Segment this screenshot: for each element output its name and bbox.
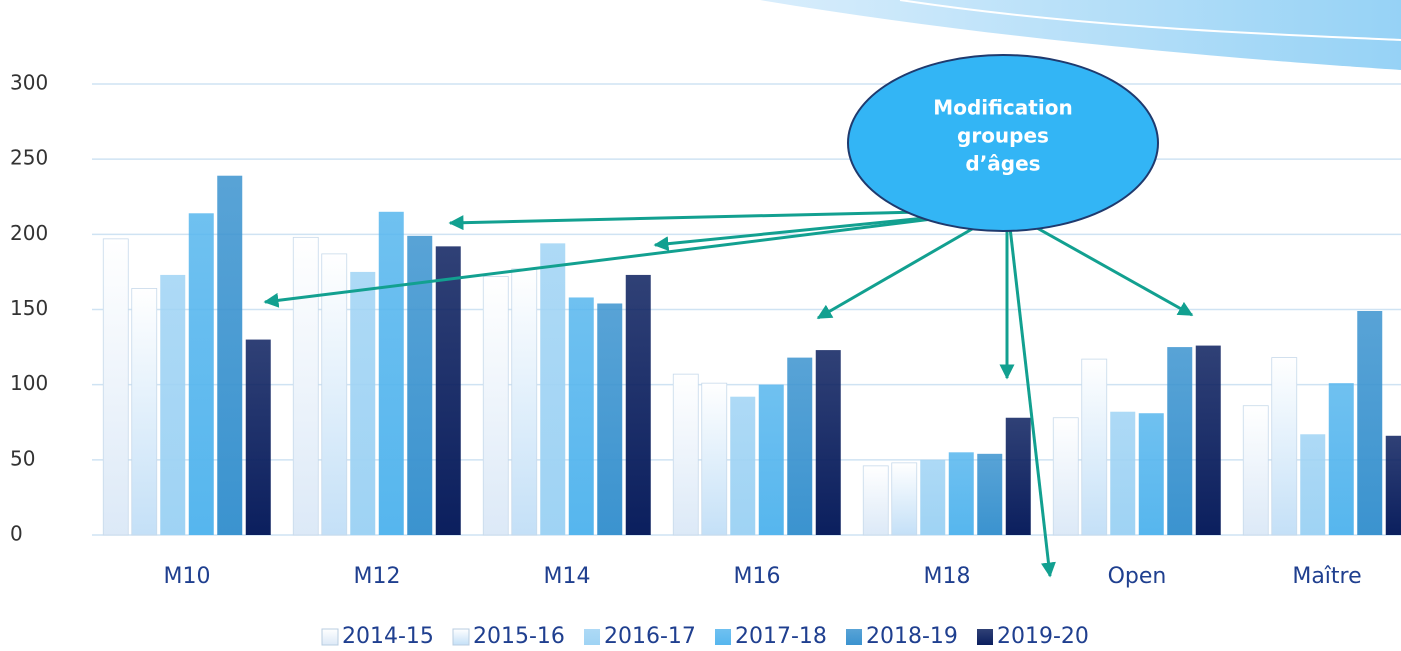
bar (188, 213, 214, 535)
y-tick-label: 200 (10, 221, 48, 245)
legend-swatch (846, 629, 862, 645)
bar (1242, 405, 1269, 536)
x-tick-label: Maître (1292, 564, 1361, 589)
bar (245, 339, 271, 535)
x-tick-label: M16 (734, 564, 781, 589)
bar (321, 253, 348, 536)
plot: 0 50 100 150 200 250 300 M10 M12 M14 M16 M18 Open Maî… (10, 71, 1401, 649)
bar (1110, 411, 1136, 535)
x-tick-label: M18 (924, 564, 971, 589)
bar (1328, 383, 1354, 535)
bar (1357, 311, 1383, 535)
y-tick-label: 300 (10, 71, 48, 95)
bar (540, 243, 566, 535)
arrow (1006, 209, 1056, 578)
x-tick-label: M10 (164, 564, 211, 589)
annotation-text: d’âges (965, 152, 1040, 176)
bar (920, 459, 946, 535)
y-tick-label: 100 (10, 371, 48, 395)
bar (160, 274, 186, 535)
legend-swatch (452, 628, 470, 646)
legend-swatch (977, 629, 993, 645)
bar (862, 465, 889, 536)
legend-swatch (715, 629, 731, 645)
bar (1385, 435, 1401, 535)
bar (948, 452, 974, 535)
bar (977, 453, 1003, 535)
arrow (263, 208, 1006, 308)
annotation-text: groupes (957, 124, 1049, 148)
bar (350, 271, 376, 535)
y-tick-label: 250 (10, 146, 48, 170)
y-tick-label: 150 (10, 296, 48, 320)
legend-swatch (321, 628, 339, 646)
bar (102, 238, 129, 536)
bar (568, 297, 594, 535)
annotation-ellipse (847, 54, 1159, 232)
bar (217, 175, 243, 535)
legend-label: 2019-20 (997, 624, 1089, 649)
bar (597, 303, 623, 535)
annotation: Modification groupes d’âges (263, 54, 1194, 578)
bar (482, 276, 509, 536)
x-tick-label: Open (1108, 564, 1167, 589)
legend-label: 2016-17 (604, 624, 696, 649)
bar (435, 246, 461, 536)
legend-label: 2017-18 (735, 624, 827, 649)
legend-label: 2018-19 (866, 624, 958, 649)
bar (1195, 345, 1221, 535)
bar (787, 357, 813, 535)
legend-label: 2014-15 (342, 624, 434, 649)
bar (1167, 347, 1193, 535)
bar (511, 268, 538, 536)
bar (1271, 357, 1298, 536)
bar (131, 288, 158, 536)
bar (815, 350, 841, 535)
bar (1300, 434, 1326, 535)
bar (758, 384, 784, 535)
legend-label: 2015-16 (473, 624, 565, 649)
y-tick-label: 50 (10, 446, 35, 470)
bar (1052, 417, 1079, 536)
bar (1081, 358, 1108, 536)
bar (672, 373, 699, 536)
bar (292, 236, 319, 536)
bar (1005, 417, 1031, 535)
bar (730, 396, 756, 535)
annotation-text: Modification (933, 96, 1072, 120)
y-tick-label: 0 (10, 522, 23, 546)
legend-swatch (584, 629, 600, 645)
bar (407, 235, 433, 535)
bar (1138, 413, 1164, 535)
bar (701, 382, 728, 536)
bar (625, 274, 651, 535)
bar (378, 211, 404, 536)
decor-line (899, 0, 1401, 41)
decor-swoosh (760, 0, 1401, 70)
x-tick-label: M12 (354, 564, 401, 589)
bar (891, 462, 918, 536)
x-tick-label: M14 (544, 564, 591, 589)
